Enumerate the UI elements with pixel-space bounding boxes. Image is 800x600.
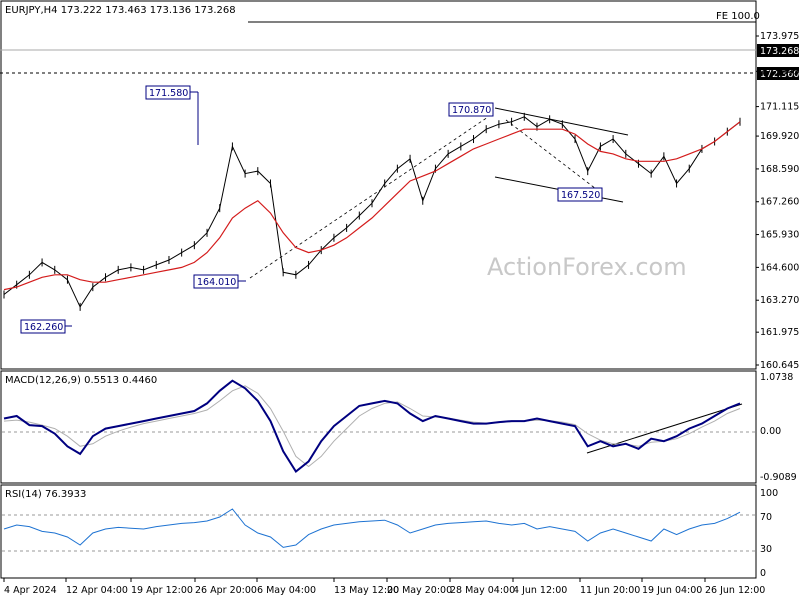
svg-text:170.870: 170.870 [452,105,491,116]
rsi-header: RSI(14) 76.3933 [5,489,86,500]
annotation-170870: 170.870 [448,102,494,117]
price-box-bg [757,44,799,57]
rsi-axis-label: 100 [760,488,778,499]
price-box-text: 173.268 [760,46,799,57]
rsi-layer [3,508,741,548]
x-axis-label: 6 May 04:00 [257,585,316,596]
price-axis-label: 171.115 [760,102,799,113]
price-axis-label: 160.645 [760,360,799,371]
svg-text:164.010: 164.010 [197,277,236,288]
x-axis-label: 19 Jun 04:00 [642,585,702,596]
macd-signal-line [3,385,741,468]
price-axis-label: 161.975 [760,327,799,338]
trendline-up [249,116,489,279]
annotation-167520: 167.520 [557,187,603,202]
svg-text:167.520: 167.520 [561,190,600,201]
macd-axis-label: 1.0738 [760,372,793,383]
macd-header: MACD(12,26,9) 0.5513 0.4460 [5,375,157,386]
axis-layer: 173.975 172.545 171.115 169.920 168.590 167.2… [3,31,799,596]
rsi-panel-frame [0,484,757,579]
macd-axis-label: -0.9089 [760,472,797,483]
price-axis-label: 168.590 [760,164,799,175]
price-panel-frame [0,0,757,370]
level-box-bg [757,67,799,80]
svg-text:171.580: 171.580 [149,88,188,99]
rsi-axis-label: 30 [760,544,772,555]
fe-100-label: FE 100.0 [716,11,760,22]
macd-layer [3,379,741,473]
x-axis-label: 28 May 04:00 [450,585,515,596]
level-box-text: 172.360 [760,69,799,80]
annotation-164010: 164.010 [193,274,246,289]
macd-trendline [586,403,743,454]
x-axis-label: 13 May 12:00 [334,585,399,596]
macd-line [3,379,741,473]
macd-panel-frame [0,370,757,484]
x-axis-label: 26 Jun 12:00 [705,585,765,596]
price-layer [3,112,741,311]
price-axis-label: 173.975 [760,31,799,42]
x-axis-label: 4 Jun 12:00 [513,585,567,596]
x-axis-label: 19 Apr 12:00 [131,585,193,596]
rsi-line [3,508,741,548]
price-axis-label: 167.260 [760,197,799,208]
price-axis-label: 172.545 [760,66,799,77]
x-axis-label: 11 Jun 20:00 [580,585,640,596]
watermark: ActionForex.com [487,253,687,281]
macd-axis-label: 0.00 [760,426,781,437]
channel-upper [494,107,629,136]
price-axis-label: 169.920 [760,131,799,142]
annotation-171580: 171.580 [145,85,199,145]
x-axis-label: 26 Apr 20:00 [195,585,257,596]
rsi-axis-label: 70 [760,512,772,523]
ema-line [3,121,741,291]
channel-mid-dash [505,119,601,193]
price-axis-label: 163.270 [760,295,799,306]
x-axis-label: 4 Apr 2024 [4,585,57,596]
svg-text:162.260: 162.260 [24,322,63,333]
x-axis-label: 12 Apr 04:00 [66,585,128,596]
price-axis-label: 165.930 [760,230,799,241]
x-axis-label: 20 May 20:00 [387,585,452,596]
rsi-axis-label: 0 [760,568,766,579]
price-axis-label: 164.600 [760,262,799,273]
annotation-162260: 162.260 [20,319,72,334]
chart-header: EURJPY,H4 173.222 173.463 173.136 173.26… [5,5,236,16]
